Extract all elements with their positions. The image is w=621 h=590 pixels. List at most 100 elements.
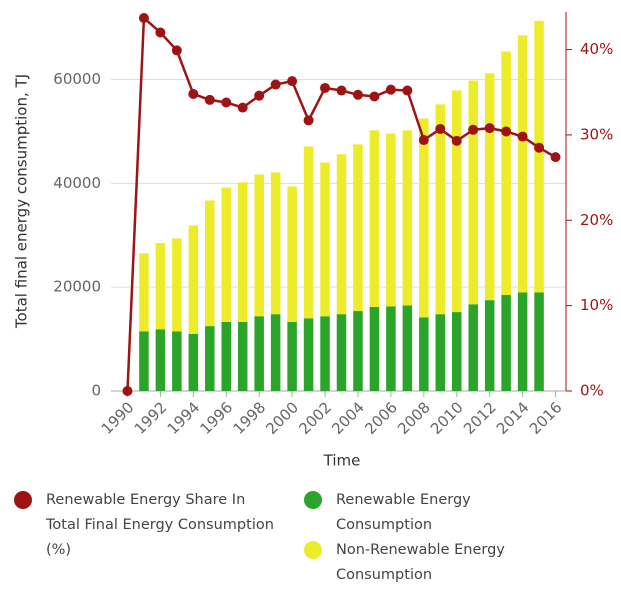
bar [336, 314, 347, 391]
bar [336, 154, 347, 315]
y-tick-label: 0 [91, 382, 101, 400]
bar [386, 133, 396, 307]
y-tick-label: 40000 [53, 174, 101, 192]
bar [287, 186, 297, 322]
bar [501, 51, 511, 295]
point [171, 45, 182, 56]
bar [155, 243, 166, 330]
point [517, 131, 528, 142]
bar [237, 321, 248, 391]
bar [501, 294, 511, 391]
bar [320, 316, 330, 391]
bar [270, 172, 281, 315]
legend-item: Renewable Energy Share In Total Final En… [14, 488, 276, 563]
point [550, 152, 561, 163]
x-tick-label: 2012 [460, 398, 500, 438]
x-tick-label: 2010 [427, 398, 467, 438]
bar [139, 253, 149, 332]
legend-marker [304, 491, 322, 509]
bar [369, 306, 380, 391]
bar [254, 174, 264, 317]
bar [188, 333, 199, 391]
x-tick-label: 1990 [98, 398, 138, 438]
bar [534, 292, 544, 391]
point [270, 79, 281, 90]
bar [517, 35, 528, 293]
bar [534, 20, 544, 293]
point [237, 102, 248, 113]
point [188, 88, 199, 99]
point [352, 89, 363, 100]
legend-label: Non-Renewable Energy Consumption [336, 542, 505, 583]
bar [402, 130, 413, 306]
bar [172, 238, 182, 332]
point [451, 135, 462, 146]
bar [452, 90, 462, 313]
point [155, 27, 166, 38]
bar [155, 329, 166, 391]
bar [303, 318, 314, 391]
bar [237, 182, 248, 322]
point [402, 85, 413, 96]
bar [435, 314, 446, 391]
bar [452, 312, 462, 391]
bar [221, 321, 231, 391]
point [138, 12, 149, 23]
x-tick-label: 2006 [361, 398, 401, 438]
y-tick-label: 60000 [53, 70, 101, 88]
y-axis-title: Total final energy consumption, TJ [13, 74, 31, 329]
x-tick-label: 1996 [197, 398, 237, 438]
x-tick-label: 1994 [164, 398, 204, 438]
bar [320, 162, 330, 317]
x-tick-label: 2014 [493, 398, 533, 438]
point [336, 85, 347, 96]
point [254, 90, 265, 101]
y2-tick-label: 0% [580, 382, 604, 400]
bar [353, 144, 363, 312]
point [501, 126, 512, 137]
point [221, 97, 232, 108]
bar [221, 187, 231, 322]
y2-tick-label: 10% [580, 296, 613, 314]
bar [419, 317, 429, 391]
x-tick-label: 2002 [295, 398, 335, 438]
point [418, 135, 429, 146]
bar [402, 305, 413, 391]
bar [484, 300, 495, 391]
bar [517, 292, 528, 391]
point [204, 94, 215, 105]
x-tick-label: 2000 [262, 398, 302, 438]
bar [468, 304, 478, 391]
legend-label: Renewable Energy Share In Total Final En… [46, 492, 274, 558]
bar [369, 130, 380, 307]
x-tick-label: 2016 [526, 398, 566, 438]
point [468, 124, 479, 135]
bar [353, 311, 363, 391]
bar [139, 331, 149, 391]
point [122, 386, 133, 396]
legend-label: Renewable Energy Consumption [336, 492, 471, 533]
point [369, 91, 380, 102]
bar [205, 200, 215, 327]
point [435, 123, 446, 134]
point [303, 115, 314, 126]
bar [303, 146, 314, 319]
x-axis-title: Time [323, 452, 361, 470]
x-tick-label: 2004 [328, 398, 368, 438]
legend-item: Renewable Energy Consumption [304, 488, 526, 538]
bar [435, 104, 446, 315]
y2-tick-label: 30% [580, 125, 613, 143]
bar [287, 321, 297, 391]
chart: Time Total final energy consumption, TJ … [13, 12, 613, 470]
point [287, 76, 298, 87]
bar [188, 225, 199, 334]
x-tick-label: 1998 [229, 398, 269, 438]
bar [419, 118, 429, 318]
y2-tick-label: 20% [580, 211, 613, 229]
y2-tick-label: 40% [580, 40, 613, 58]
x-tick-label: 1992 [131, 398, 171, 438]
legend-item: Non-Renewable Energy Consumption [304, 538, 546, 588]
point [534, 142, 545, 153]
bar [386, 306, 396, 391]
legend-marker [304, 541, 322, 559]
